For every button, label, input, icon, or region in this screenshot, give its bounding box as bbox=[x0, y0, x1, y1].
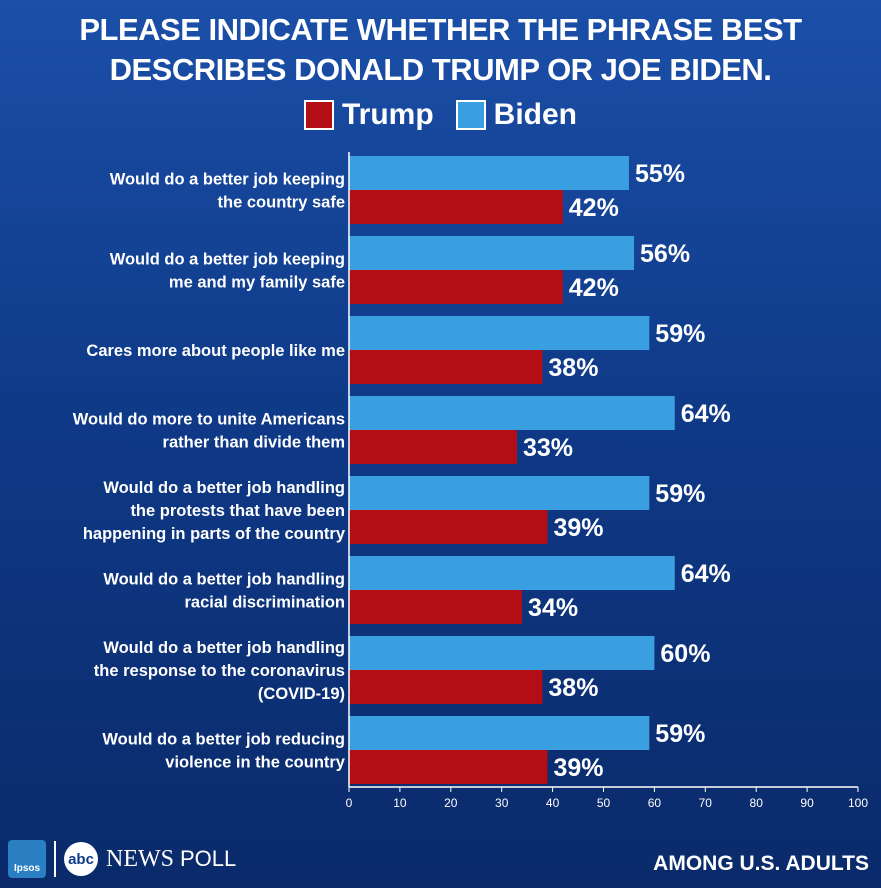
data-label-trump-7: 39% bbox=[554, 754, 604, 782]
bar-biden-0 bbox=[349, 156, 629, 190]
bar-trump-6 bbox=[349, 670, 543, 704]
category-label-4-line-2: happening in parts of the country bbox=[83, 525, 346, 543]
x-tick-label-10: 10 bbox=[393, 796, 407, 810]
data-label-trump-6: 38% bbox=[548, 674, 598, 702]
abc-logo-text: abc bbox=[68, 850, 94, 868]
news-poll-label: NEWS POLL bbox=[106, 846, 236, 873]
category-label-3-line-1: rather than divide them bbox=[163, 434, 345, 452]
category-label-5-line-1: racial discrimination bbox=[185, 594, 345, 612]
legend-label-trump: Trump bbox=[341, 98, 434, 131]
legend-label-biden: Biden bbox=[493, 98, 577, 131]
news-label: NEWS bbox=[106, 845, 174, 872]
data-label-trump-4: 39% bbox=[554, 514, 604, 542]
data-label-trump-1: 42% bbox=[569, 274, 619, 302]
category-label-1-line-0: Would do a better job keeping bbox=[110, 251, 345, 269]
category-label-4-line-0: Would do a better job handling bbox=[103, 479, 345, 497]
data-label-biden-7: 59% bbox=[655, 720, 705, 748]
x-tick-label-30: 30 bbox=[495, 796, 509, 810]
category-label-6-line-0: Would do a better job handling bbox=[103, 639, 345, 657]
bar-trump-7 bbox=[349, 750, 548, 784]
data-label-biden-3: 64% bbox=[681, 400, 731, 428]
data-label-biden-5: 64% bbox=[681, 560, 731, 588]
bar-biden-5 bbox=[349, 556, 675, 590]
bar-biden-6 bbox=[349, 636, 655, 670]
abc-logo: abc bbox=[64, 842, 98, 876]
category-label-3-line-0: Would do more to unite Americans bbox=[73, 411, 345, 429]
data-label-biden-1: 56% bbox=[640, 240, 690, 268]
x-tick-label-70: 70 bbox=[699, 796, 713, 810]
x-tick-label-80: 80 bbox=[750, 796, 764, 810]
bar-trump-1 bbox=[349, 270, 563, 304]
legend: Trump Biden bbox=[0, 98, 881, 132]
ipsos-logo: Ipsos bbox=[8, 840, 46, 878]
footnote: AMONG U.S. ADULTS bbox=[653, 852, 869, 875]
poll-label: POLL bbox=[180, 845, 237, 871]
bar-biden-2 bbox=[349, 316, 650, 350]
category-label-6-line-1: the response to the coronavirus bbox=[94, 662, 345, 680]
branding: Ipsos abc NEWS POLL bbox=[8, 840, 236, 878]
chart-title: PLEASE INDICATE WHETHER THE PHRASE BEST … bbox=[0, 10, 881, 90]
bar-trump-2 bbox=[349, 350, 543, 384]
category-label-7-line-1: violence in the country bbox=[165, 754, 346, 772]
bar-trump-3 bbox=[349, 430, 517, 464]
bar-biden-4 bbox=[349, 476, 650, 510]
x-tick-label-60: 60 bbox=[648, 796, 662, 810]
data-label-biden-4: 59% bbox=[655, 480, 705, 508]
data-label-trump-5: 34% bbox=[528, 594, 578, 622]
bar-trump-5 bbox=[349, 590, 523, 624]
category-label-6-line-2: (COVID-19) bbox=[258, 685, 345, 703]
data-label-biden-2: 59% bbox=[655, 320, 705, 348]
legend-item-trump: Trump bbox=[303, 98, 434, 132]
x-tick-label-20: 20 bbox=[444, 796, 458, 810]
data-label-trump-2: 38% bbox=[548, 354, 598, 382]
category-label-0-line-1: the country safe bbox=[218, 194, 345, 212]
bar-biden-7 bbox=[349, 716, 650, 750]
category-label-1-line-1: me and my family safe bbox=[169, 274, 345, 292]
bar-biden-3 bbox=[349, 396, 675, 430]
category-label-7-line-0: Would do a better job reducing bbox=[102, 731, 345, 749]
x-tick-label-0: 0 bbox=[346, 796, 353, 810]
category-label-0-line-0: Would do a better job keeping bbox=[110, 171, 345, 189]
bar-biden-1 bbox=[349, 236, 635, 270]
legend-swatch-trump bbox=[303, 100, 334, 130]
data-label-biden-6: 60% bbox=[660, 640, 710, 668]
x-tick-label-50: 50 bbox=[597, 796, 611, 810]
logo-divider bbox=[54, 841, 56, 877]
data-label-biden-0: 55% bbox=[635, 160, 685, 188]
ipsos-logo-text: Ipsos bbox=[13, 863, 41, 874]
category-label-4-line-1: the protests that have been bbox=[130, 502, 345, 520]
bar-trump-0 bbox=[349, 190, 563, 224]
title-line-1: PLEASE INDICATE WHETHER THE PHRASE BEST bbox=[79, 12, 802, 47]
x-tick-label-40: 40 bbox=[546, 796, 560, 810]
data-label-trump-0: 42% bbox=[569, 194, 619, 222]
bar-trump-4 bbox=[349, 510, 548, 544]
legend-swatch-biden bbox=[455, 100, 486, 130]
x-tick-label-90: 90 bbox=[800, 796, 814, 810]
category-label-2-line-0: Cares more about people like me bbox=[86, 342, 345, 360]
data-label-trump-3: 33% bbox=[523, 434, 573, 462]
category-label-5-line-0: Would do a better job handling bbox=[103, 571, 345, 589]
x-tick-label-100: 100 bbox=[848, 796, 868, 810]
legend-item-biden: Biden bbox=[455, 98, 577, 132]
title-line-2: DESCRIBES DONALD TRUMP OR JOE BIDEN. bbox=[109, 52, 772, 87]
